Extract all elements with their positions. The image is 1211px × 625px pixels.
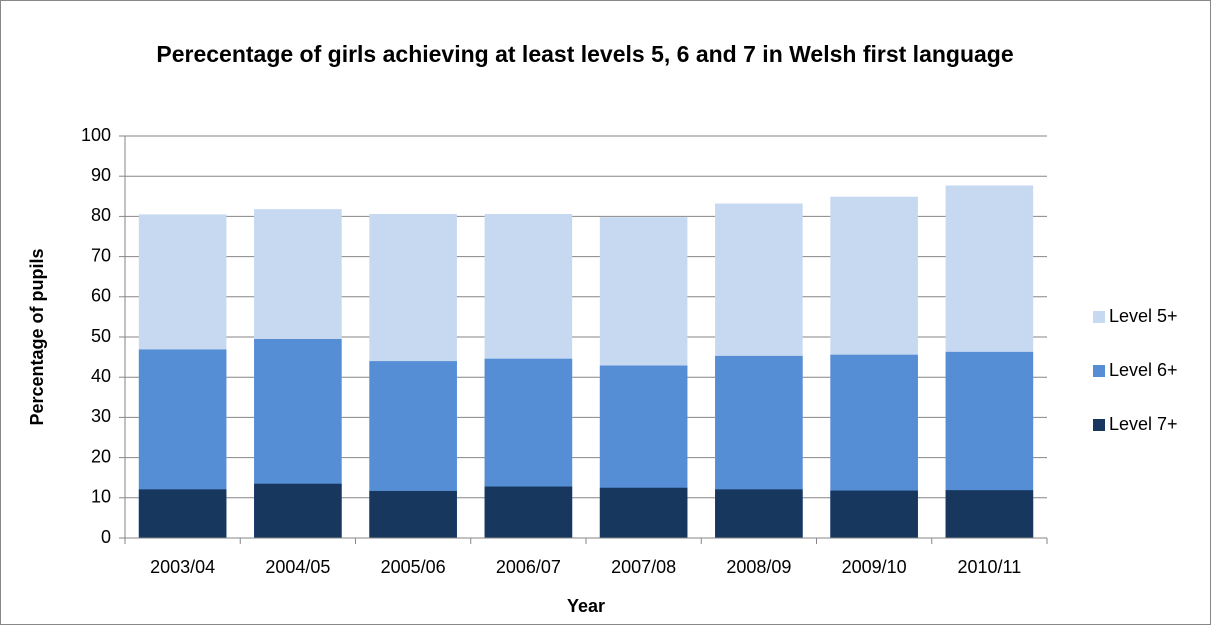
y-tick-label: 80	[91, 205, 111, 225]
x-tick-label: 2005/06	[381, 557, 446, 577]
y-tick-label: 60	[91, 286, 111, 306]
x-tick-label: 2006/07	[496, 557, 561, 577]
legend-label: Level 6+	[1109, 360, 1178, 380]
bar	[599, 487, 688, 538]
y-tick-label: 40	[91, 366, 111, 386]
x-axis-label: Year	[567, 596, 605, 616]
legend-label: Level 7+	[1109, 414, 1178, 434]
bar	[945, 490, 1034, 538]
x-tick-label: 2004/05	[265, 557, 330, 577]
y-tick-label: 20	[91, 446, 111, 466]
y-tick-label: 100	[81, 125, 111, 145]
x-tick-label: 2007/08	[611, 557, 676, 577]
y-tick-label: 90	[91, 165, 111, 185]
legend-swatch	[1093, 311, 1105, 323]
y-tick-label: 30	[91, 406, 111, 426]
bar	[484, 486, 573, 538]
legend-label: Level 5+	[1109, 306, 1178, 326]
y-axis-label: Percentage of pupils	[27, 248, 47, 425]
legend-swatch	[1093, 419, 1105, 431]
y-tick-label: 50	[91, 326, 111, 346]
bar	[369, 490, 457, 538]
chart-title: Perecentage of girls achieving at least …	[156, 41, 1014, 67]
x-tick-label: 2003/04	[150, 557, 215, 577]
x-tick-label: 2008/09	[726, 557, 791, 577]
bar	[830, 490, 918, 538]
y-tick-label: 10	[91, 487, 111, 507]
y-tick-label: 70	[91, 245, 111, 265]
bar	[138, 489, 227, 538]
y-tick-label: 0	[101, 527, 111, 547]
bar	[715, 489, 803, 538]
legend-swatch	[1093, 365, 1105, 377]
x-tick-label: 2009/10	[842, 557, 907, 577]
x-tick-label: 2010/11	[958, 557, 1022, 577]
bar	[254, 483, 342, 538]
